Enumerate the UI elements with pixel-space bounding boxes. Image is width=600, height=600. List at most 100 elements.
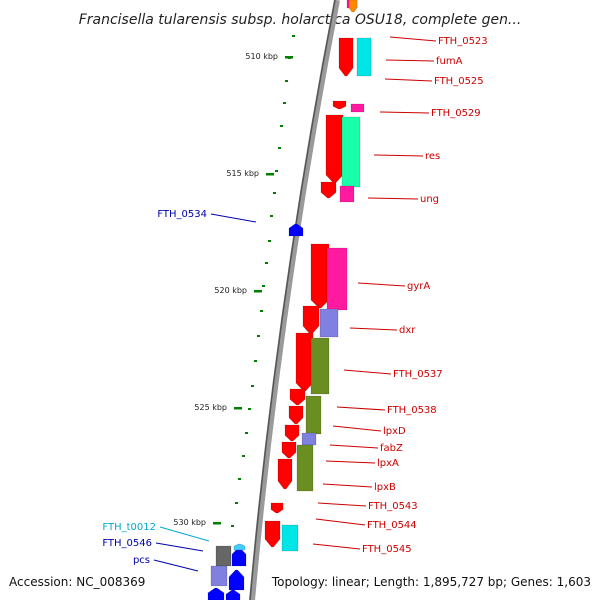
- ruler-dot: [265, 262, 268, 264]
- ruler-dot: [238, 478, 241, 480]
- ruler-dot: [278, 147, 281, 149]
- gene-leader-line: [385, 59, 435, 62]
- gene-leader-line: [336, 406, 386, 411]
- gene-leader-line: [317, 502, 367, 507]
- gene-block: [350, 103, 365, 113]
- gene-block: [356, 37, 372, 77]
- ruler-dot: [270, 215, 273, 217]
- map-title: Francisella tularensis subsp. holarctica…: [79, 12, 522, 28]
- ruler-dot: [260, 310, 263, 312]
- gene-leader-line: [373, 154, 424, 157]
- gene-block: [301, 432, 317, 446]
- gene-label-fth_0543: FTH_0543: [368, 501, 418, 512]
- gene-arrow-red: [302, 305, 320, 335]
- ruler-dot: [231, 525, 234, 527]
- gene-leader-line: [153, 559, 199, 572]
- ruler-tick-mark: [266, 173, 274, 176]
- gene-block-gray: [215, 545, 232, 567]
- gene-arrow-red: [270, 502, 284, 514]
- gene-arrow-red: [277, 458, 293, 490]
- gene-leader-line: [312, 543, 361, 550]
- ruler-dot: [257, 335, 260, 337]
- gene-arrow-red: [295, 332, 314, 392]
- gene-label-fth_0525: FTH_0525: [434, 76, 484, 87]
- gene-arrow-red: [264, 520, 281, 548]
- gene-label-pcs: pcs: [133, 555, 150, 566]
- gene-label-gyra: gyrA: [407, 281, 430, 292]
- gene-leader-line: [357, 282, 406, 287]
- gene-arrow-red: [332, 100, 347, 110]
- gene-label-fth_0546: FTH_0546: [102, 538, 152, 549]
- ruler-dot: [235, 502, 238, 504]
- gene-leader-line: [329, 444, 379, 449]
- ruler-dot: [254, 360, 257, 362]
- gene-label-lpxa: lpxA: [377, 458, 399, 469]
- gene-arrow-red: [320, 181, 337, 199]
- gene-block: [341, 116, 361, 188]
- gene-leader-line: [332, 425, 382, 432]
- gene-block: [339, 185, 355, 203]
- gene-arrow-blue: [228, 569, 245, 591]
- ruler-tick-label: 525 kbp: [194, 403, 227, 412]
- gene-arrow-blue: [207, 587, 225, 600]
- gene-block: [305, 395, 322, 435]
- kbp-ruler: 510 kbp 515 kbp 520 kbp 525 kbp 530 kbp: [173, 35, 295, 527]
- gene-label-fabz: fabZ: [380, 443, 403, 454]
- ruler-dot: [242, 455, 245, 457]
- gene-arrow-red: [289, 388, 306, 406]
- gene-block: [310, 337, 330, 395]
- gene-label-fth_0523: FTH_0523: [438, 36, 488, 47]
- gene-label-fth_0534: FTH_0534: [157, 209, 207, 220]
- accession-text: Accession: NC_008369: [9, 575, 145, 589]
- ruler-dot: [275, 170, 278, 172]
- gene-features: [207, 0, 372, 600]
- gene-leader-line: [322, 483, 373, 488]
- ruler-tick-mark: [285, 56, 293, 59]
- gene-arrow-orange: [348, 0, 358, 13]
- ruler-dot: [273, 192, 276, 194]
- gene-label-fuma: fumA: [436, 56, 463, 67]
- gene-arrow-blue: [288, 223, 304, 237]
- topology-text: Topology: linear; Length: 1,895,727 bp; …: [271, 575, 591, 589]
- ruler-dot: [283, 102, 286, 104]
- gene-block: [281, 524, 299, 552]
- gene-leader-line: [389, 36, 437, 42]
- gene-label-ung: ung: [420, 194, 439, 205]
- gene-leader-line: [325, 460, 376, 464]
- gene-arrow-red: [284, 424, 300, 442]
- ruler-tick-label: 515 kbp: [226, 169, 259, 178]
- backbone-line: [249, 0, 340, 600]
- genome-backbone: [249, 0, 340, 600]
- gene-label-res: res: [425, 151, 440, 162]
- ruler-tick-mark: [213, 522, 221, 525]
- ruler-tick-label: 510 kbp: [245, 52, 278, 61]
- gene-label-lpxb: lpxB: [374, 482, 396, 493]
- gene-leader-line: [155, 542, 204, 552]
- gene-label-fth_0529: FTH_0529: [431, 108, 481, 119]
- gene-arrow-blue: [231, 547, 247, 567]
- gene-leader-line: [343, 369, 392, 375]
- ruler-dot: [251, 385, 254, 387]
- gene-block-slate: [210, 565, 228, 587]
- gene-arrow-blue: [225, 589, 241, 600]
- gene-leader-line: [210, 213, 257, 223]
- gene-arrow-small-cyan: [233, 543, 246, 551]
- gene-arrow-red: [288, 405, 304, 425]
- gene-block: [326, 247, 348, 311]
- gene-arrow-red: [281, 441, 297, 459]
- gene-leader-line: [315, 518, 366, 526]
- gene-label-fth_0544: FTH_0544: [367, 520, 417, 531]
- gene-label-lpxd: lpxD: [383, 426, 406, 437]
- gene-arrow-red: [338, 37, 354, 77]
- gene-arrow-red: [310, 243, 330, 309]
- gene-leader-line: [384, 78, 433, 82]
- ruler-dot: [248, 408, 251, 410]
- gene-label-fth_t0012: FTH_t0012: [102, 522, 156, 533]
- ruler-tick-label: 520 kbp: [214, 286, 247, 295]
- gene-leader-line: [379, 111, 430, 114]
- ruler-dot: [292, 35, 295, 37]
- gene-leader-line: [349, 327, 398, 331]
- gene-leader-line: [367, 197, 419, 200]
